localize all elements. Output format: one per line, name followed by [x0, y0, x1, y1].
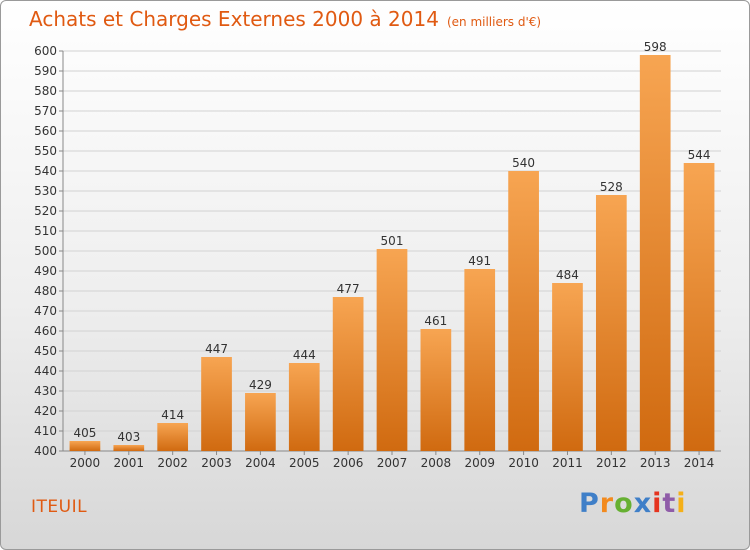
x-tick-label-2011: 2011	[552, 456, 583, 470]
brand-letter: o	[614, 488, 634, 519]
y-tick-label: 490	[34, 264, 57, 278]
y-tick-label: 440	[34, 364, 57, 378]
x-tick-label-2006: 2006	[333, 456, 364, 470]
brand-letter: x	[633, 488, 653, 519]
commune-name: ITEUIL	[31, 497, 88, 517]
x-tick-label-2014: 2014	[684, 456, 715, 470]
data-label-2005: 444	[293, 348, 316, 362]
y-tick-label: 570	[34, 104, 57, 118]
data-label-2008: 461	[424, 314, 447, 328]
x-tick-label-2003: 2003	[201, 456, 232, 470]
bar-2013	[639, 55, 671, 451]
bar-2012	[595, 195, 627, 451]
data-label-2014: 544	[688, 148, 711, 162]
y-tick-label: 600	[34, 44, 57, 58]
bar-2008	[420, 329, 452, 451]
chart-title: Achats et Charges Externes 2000 à 2014 (e…	[29, 7, 541, 31]
data-label-2012: 528	[600, 180, 623, 194]
x-tick-label-2001: 2001	[114, 456, 145, 470]
y-tick-label: 520	[34, 204, 57, 218]
bars	[69, 55, 715, 451]
y-tick-label: 420	[34, 404, 57, 418]
y-tick-label: 580	[34, 84, 57, 98]
brand-letter: P	[579, 488, 600, 519]
data-labels: 405 403 414 447 429 444 477 501 461 491 540 484 528 5…	[73, 40, 710, 444]
bar-2009	[464, 269, 496, 451]
x-tick-label-2010: 2010	[508, 456, 539, 470]
bar-2001	[113, 445, 145, 451]
bar-2002	[157, 423, 189, 451]
bar-2003	[201, 357, 232, 451]
x-tick-label-2004: 2004	[245, 456, 276, 470]
y-tick-label: 460	[34, 324, 57, 338]
y-tick-label: 560	[34, 124, 57, 138]
brand-letter: i	[652, 488, 663, 519]
y-tick-label: 430	[34, 384, 57, 398]
data-label-2006: 477	[337, 282, 360, 296]
x-tick-label-2009: 2009	[464, 456, 495, 470]
y-tick-label: 550	[34, 144, 57, 158]
y-tick-label: 510	[34, 224, 57, 238]
bar-2006	[332, 297, 364, 451]
brand-letter: t	[662, 488, 677, 519]
brand-logo: Proxiti	[579, 488, 687, 519]
x-tick-label-2002: 2002	[157, 456, 188, 470]
y-tick-label: 530	[34, 184, 57, 198]
data-label-2007: 501	[381, 234, 404, 248]
bar-2000	[69, 441, 101, 451]
chart-subtitle: (en milliers d'€)	[446, 15, 542, 29]
data-label-2010: 540	[512, 156, 535, 170]
y-tick-label: 450	[34, 344, 57, 358]
bar-2014	[683, 163, 715, 451]
data-label-2013: 598	[644, 40, 667, 54]
x-tick-label-2008: 2008	[421, 456, 452, 470]
data-label-2000: 405	[73, 426, 96, 440]
brand-letter: r	[599, 488, 615, 519]
brand-letter: i	[676, 488, 687, 519]
x-tick-label-2005: 2005	[289, 456, 320, 470]
y-tick-label: 590	[34, 64, 57, 78]
x-tick-label-2007: 2007	[377, 456, 408, 470]
data-label-2009: 491	[468, 254, 491, 268]
y-tick-labels: 400 410 420 430 440 450 460 470 480 490 500 510 520 5…	[34, 44, 57, 458]
x-tick-label-2012: 2012	[596, 456, 627, 470]
bar-2004	[245, 393, 276, 451]
y-tick-label: 500	[34, 244, 57, 258]
bar-2010	[508, 171, 539, 451]
data-label-2011: 484	[556, 268, 579, 282]
bar-2011	[552, 283, 583, 451]
data-label-2004: 429	[249, 378, 272, 392]
data-label-2002: 414	[161, 408, 184, 422]
data-label-2003: 447	[205, 342, 228, 356]
bar-2007	[376, 249, 408, 451]
y-tick-label: 400	[34, 444, 57, 458]
y-tick-label: 470	[34, 304, 57, 318]
chart-title-text: Achats et Charges Externes 2000 à 2014	[29, 7, 439, 31]
y-tick-label: 410	[34, 424, 57, 438]
x-tick-labels: 2000 2001 2002 2003 2004 2005 2006 2007 2008 2009…	[70, 451, 715, 470]
x-tick-label-2013: 2013	[640, 456, 671, 470]
bar-2005	[288, 363, 320, 451]
y-tick-label: 540	[34, 164, 57, 178]
data-label-2001: 403	[117, 430, 140, 444]
x-tick-label-2000: 2000	[70, 456, 101, 470]
y-tick-label: 480	[34, 284, 57, 298]
